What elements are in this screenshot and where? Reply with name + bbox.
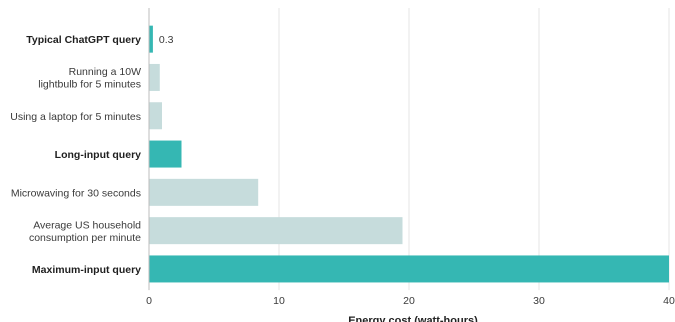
category-label-0: Typical ChatGPT query [26, 34, 141, 46]
category-label-line: Average US household [33, 219, 141, 231]
category-label-line: lightbulb for 5 minutes [38, 79, 141, 91]
bar-4 [149, 178, 259, 206]
bar-5 [149, 217, 403, 245]
x-tick-label-40: 40 [663, 295, 675, 307]
category-label-6: Maximum-input query [32, 264, 141, 276]
x-tick-label-0: 0 [146, 295, 152, 307]
bar-2 [149, 102, 162, 130]
category-label-line: Microwaving for 30 seconds [11, 187, 141, 199]
category-label-2: Using a laptop for 5 minutes [10, 111, 141, 123]
category-label-line: Long-input query [55, 149, 141, 161]
category-label-line: Typical ChatGPT query [26, 34, 141, 46]
category-label-3: Long-input query [55, 149, 141, 161]
x-tick-label-10: 10 [273, 295, 285, 307]
bar-3 [149, 140, 182, 168]
category-label-4: Microwaving for 30 seconds [11, 187, 141, 199]
category-label-line: Using a laptop for 5 minutes [10, 111, 141, 123]
category-label-line: Running a 10W [69, 66, 141, 78]
category-label-5: Average US household consumption per minu… [29, 219, 141, 244]
x-axis-title: Energy cost (watt-hours) [348, 315, 478, 322]
category-label-line: consumption per minute [29, 232, 141, 244]
bar-6 [149, 255, 669, 283]
category-label-1: Running a 10W lightbulb for 5 minutes [38, 66, 141, 91]
bar-0 [149, 25, 153, 53]
x-tick-label-30: 30 [533, 295, 545, 307]
category-label-line: Maximum-input query [32, 264, 141, 276]
bar-1 [149, 63, 160, 91]
x-tick-label-20: 20 [403, 295, 415, 307]
data-label-0: 0.3 [159, 34, 174, 46]
